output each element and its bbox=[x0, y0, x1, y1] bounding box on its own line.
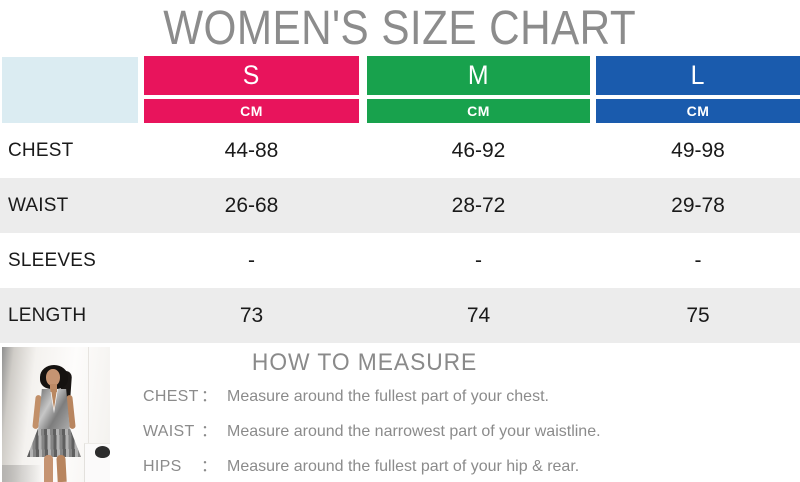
unit-cell-m-label: CM bbox=[467, 103, 490, 119]
photo-wall-edge bbox=[88, 347, 89, 482]
measure-item-colon: ： bbox=[201, 388, 218, 405]
size-header-l: L bbox=[596, 56, 800, 95]
unit-cell-l: CM bbox=[596, 99, 800, 123]
row-label: WAIST bbox=[8, 194, 69, 216]
unit-cell-s: CM bbox=[144, 99, 359, 123]
model-leg-right bbox=[56, 454, 67, 482]
measure-item-text: Measure around the fullest part of your … bbox=[227, 388, 549, 405]
size-header-l-label: L bbox=[691, 60, 705, 90]
photo-dark-object bbox=[95, 446, 110, 458]
cell-value: 46-92 bbox=[451, 138, 506, 162]
unit-cell-s-label: CM bbox=[240, 103, 263, 119]
dress-neckline bbox=[51, 389, 57, 409]
size-header-s-label: S bbox=[243, 60, 260, 90]
page-title: WOMEN'S SIZE CHART bbox=[163, 1, 637, 55]
table-row: SLEEVES - - - bbox=[0, 233, 800, 288]
table-row: LENGTH 73 74 75 bbox=[0, 288, 800, 343]
cell-value: - bbox=[694, 248, 702, 272]
measure-item-colon: ： bbox=[201, 458, 218, 475]
model-face bbox=[46, 369, 60, 386]
measure-item-hips: HIPS ： Measure around the fullest part o… bbox=[143, 452, 601, 475]
cell-value: - bbox=[248, 248, 255, 272]
dress-skirt bbox=[27, 429, 81, 457]
cell-value: 49-98 bbox=[671, 138, 725, 162]
size-header-m: M bbox=[367, 56, 590, 95]
measure-item-label: HIPS bbox=[143, 458, 182, 475]
cell-value: - bbox=[475, 248, 482, 272]
measure-item-colon: ： bbox=[201, 423, 218, 440]
title-bar: WOMEN'S SIZE CHART bbox=[0, 0, 800, 56]
measure-item-text: Measure around the narrowest part of you… bbox=[227, 423, 601, 440]
size-header-s: S bbox=[144, 56, 359, 95]
size-header-m-label: M bbox=[468, 60, 489, 90]
size-table-body: CHEST 44-88 46-92 49-98 WAIST 26-68 28-7… bbox=[0, 123, 800, 343]
cell-value: 28-72 bbox=[451, 193, 506, 217]
measure-item-chest: CHEST ： Measure around the fullest part … bbox=[143, 382, 601, 405]
cell-value: 29-78 bbox=[671, 193, 725, 217]
cell-value: 26-68 bbox=[224, 193, 279, 217]
model-neck bbox=[50, 384, 57, 392]
row-label: LENGTH bbox=[8, 304, 87, 326]
how-to-measure-heading: HOW TO MEASURE bbox=[252, 349, 478, 376]
table-row: CHEST 44-88 46-92 49-98 bbox=[0, 123, 800, 178]
measure-item-waist: WAIST ： Measure around the narrowest par… bbox=[143, 417, 601, 440]
photo-floor-shadow bbox=[2, 465, 42, 482]
measure-item-label: CHEST bbox=[143, 388, 199, 405]
unit-cell-m: CM bbox=[367, 99, 590, 123]
model-leg-left bbox=[44, 455, 53, 482]
row-label: CHEST bbox=[8, 139, 74, 161]
measure-item-text: Measure around the fullest part of your … bbox=[227, 458, 580, 475]
cell-value: 75 bbox=[686, 303, 710, 327]
cell-value: 74 bbox=[466, 303, 491, 327]
table-corner-cell bbox=[2, 57, 138, 123]
row-label: SLEEVES bbox=[8, 249, 97, 271]
table-row: WAIST 26-68 28-72 29-78 bbox=[0, 178, 800, 233]
measure-instruction-list: CHEST ： Measure around the fullest part … bbox=[143, 382, 601, 482]
unit-cell-l-label: CM bbox=[686, 103, 710, 119]
cell-value: 73 bbox=[239, 303, 264, 327]
measure-item-label: WAIST bbox=[143, 423, 195, 440]
product-photo bbox=[2, 347, 110, 482]
how-to-measure-section-header: HOW TO MEASURE bbox=[110, 349, 620, 377]
cell-value: 44-88 bbox=[224, 138, 279, 162]
